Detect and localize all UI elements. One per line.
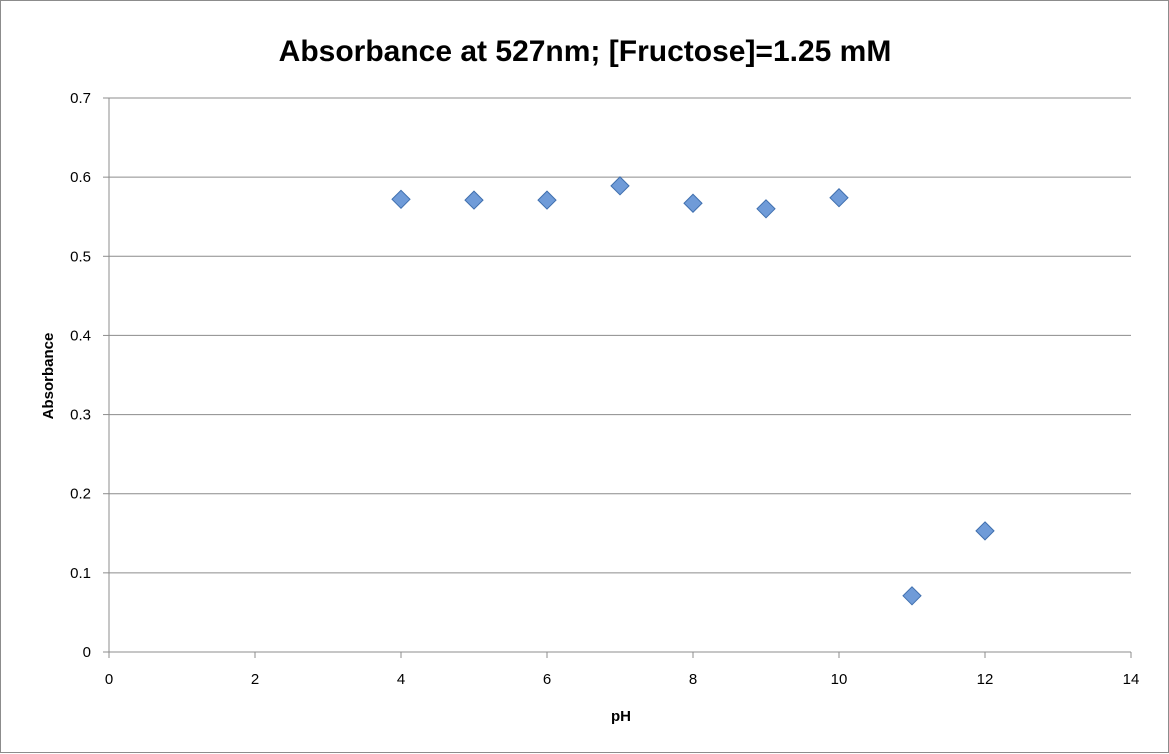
x-tick-label: 14 — [1123, 671, 1140, 688]
data-point — [391, 189, 411, 210]
axes — [103, 97, 1132, 658]
y-tick-label: 0.3 — [70, 407, 91, 424]
x-tick-label: 6 — [543, 671, 551, 688]
y-tick-label: 0.4 — [70, 327, 91, 344]
y-tick-label: 0.1 — [70, 565, 91, 582]
y-tick-label: 0.6 — [70, 169, 91, 186]
y-tick-label: 0.2 — [70, 486, 91, 503]
x-tick-label: 0 — [105, 671, 113, 688]
y-axis-title: Absorbance — [40, 333, 57, 420]
data-points — [391, 176, 995, 606]
x-tick-label: 10 — [831, 671, 848, 688]
x-axis-title: pH — [611, 708, 631, 725]
data-point — [902, 586, 922, 606]
x-tick-label: 2 — [251, 671, 259, 688]
data-point — [829, 188, 849, 208]
chart-title: Absorbance at 527nm; [Fructose]=1.25 mM — [279, 35, 892, 68]
data-point — [975, 521, 995, 541]
y-tick-label: 0.7 — [70, 90, 91, 107]
x-tick-label: 4 — [397, 671, 405, 688]
x-tick-label: 8 — [689, 671, 697, 688]
x-tick-label: 12 — [977, 671, 994, 688]
y-tick-label: 0 — [83, 644, 91, 661]
gridlines — [109, 97, 1131, 574]
data-point — [610, 176, 630, 196]
tick-labels: 0 0.1 0.2 0.3 0.4 0.5 0.6 0.7 0 2 4 6 8 10 12 14 — [70, 90, 1139, 688]
data-point — [683, 193, 703, 213]
data-point — [756, 199, 776, 219]
y-tick-label: 0.5 — [70, 248, 91, 265]
data-point — [537, 190, 557, 210]
data-point — [464, 190, 484, 210]
